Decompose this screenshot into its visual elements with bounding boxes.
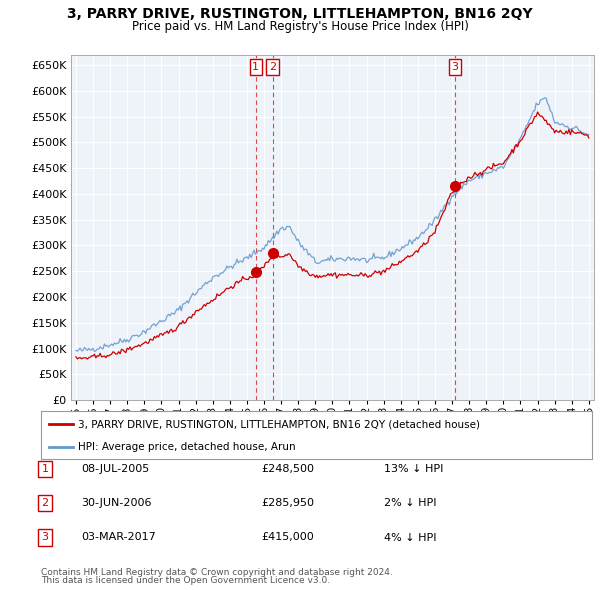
Text: 3, PARRY DRIVE, RUSTINGTON, LITTLEHAMPTON, BN16 2QY: 3, PARRY DRIVE, RUSTINGTON, LITTLEHAMPTO… <box>67 7 533 21</box>
Text: 3: 3 <box>451 62 458 72</box>
Text: 2% ↓ HPI: 2% ↓ HPI <box>384 499 437 508</box>
Text: £415,000: £415,000 <box>261 533 314 542</box>
Text: Contains HM Land Registry data © Crown copyright and database right 2024.: Contains HM Land Registry data © Crown c… <box>41 568 392 577</box>
Text: This data is licensed under the Open Government Licence v3.0.: This data is licensed under the Open Gov… <box>41 576 330 585</box>
Text: 13% ↓ HPI: 13% ↓ HPI <box>384 464 443 474</box>
Text: 2: 2 <box>269 62 276 72</box>
Text: 3, PARRY DRIVE, RUSTINGTON, LITTLEHAMPTON, BN16 2QY (detached house): 3, PARRY DRIVE, RUSTINGTON, LITTLEHAMPTO… <box>78 419 480 429</box>
Text: 30-JUN-2006: 30-JUN-2006 <box>81 499 151 508</box>
Text: Price paid vs. HM Land Registry's House Price Index (HPI): Price paid vs. HM Land Registry's House … <box>131 20 469 33</box>
Text: HPI: Average price, detached house, Arun: HPI: Average price, detached house, Arun <box>78 442 296 452</box>
Text: £248,500: £248,500 <box>261 464 314 474</box>
Text: 2: 2 <box>41 499 49 508</box>
Text: 4% ↓ HPI: 4% ↓ HPI <box>384 533 437 542</box>
Text: £285,950: £285,950 <box>261 499 314 508</box>
Text: 3: 3 <box>41 533 49 542</box>
Text: 03-MAR-2017: 03-MAR-2017 <box>81 533 156 542</box>
Text: 1: 1 <box>253 62 259 72</box>
Text: 08-JUL-2005: 08-JUL-2005 <box>81 464 149 474</box>
Text: 1: 1 <box>41 464 49 474</box>
